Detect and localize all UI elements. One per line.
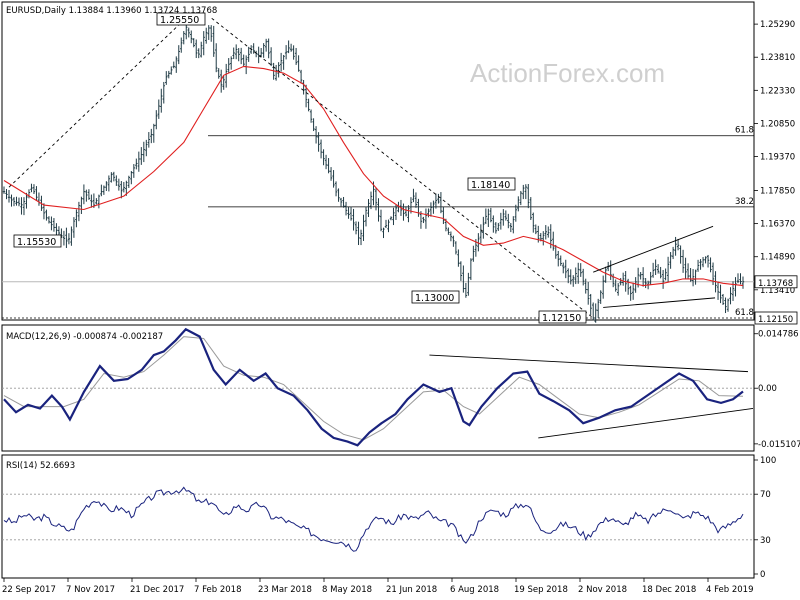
macd-y-tick-label: 0.00 [758, 384, 777, 394]
x-axis-tick-label: 7 Feb 2018 [194, 585, 242, 595]
fib-label: 38.2 [735, 197, 754, 207]
macd-line [3, 327, 744, 447]
support-price-tag [754, 311, 798, 325]
macd-layer [2, 327, 754, 447]
x-axis-tick-label: 6 Aug 2018 [450, 585, 499, 595]
price-y-tick-label: 1.17850 [760, 187, 795, 197]
price-y-tick-label: 1.14890 [760, 253, 795, 263]
x-axis-tick-label: 18 Dec 2018 [642, 585, 696, 595]
price-trendline [211, 17, 594, 319]
price-layer: 61.8 38.2 61.8 1.25550 1.15530 1.13000 1.18140… [2, 12, 754, 324]
price-trendline [603, 297, 716, 308]
macd-y-tick-label: -0.015107 [758, 440, 800, 450]
rsi-y-tick-label: 100 [760, 456, 776, 466]
macd-title: MACD(12,26,9) -0.000874 -0.002187 [6, 332, 163, 342]
x-axis-tick-label: 19 Sep 2018 [514, 585, 568, 595]
fib-label: 61.8 [735, 126, 754, 136]
price-y-tick-label: 1.20850 [760, 119, 795, 129]
price-annotation-box [13, 234, 62, 248]
watermark: ActionForex.com [470, 58, 665, 88]
macd-trendline [538, 408, 754, 439]
price-panel-frame [1, 1, 755, 321]
current-price-tag [754, 275, 798, 289]
price-y-tick-label: 1.22330 [760, 86, 795, 96]
macd-trendline [429, 354, 749, 373]
moving-average-line [3, 65, 744, 287]
price-annotation-box [411, 290, 460, 304]
rsi-panel-frame [1, 454, 755, 579]
price-annotation-box [156, 12, 206, 26]
support-price-label: 1.12150 [758, 315, 793, 325]
x-axis-tick-label: 21 Jun 2018 [386, 585, 437, 595]
rsi-y-tick-label: 30 [760, 536, 771, 546]
rsi-line [3, 486, 744, 552]
price-annotation-label: 1.13000 [415, 293, 454, 304]
x-axis-tick-label: 7 Nov 2017 [66, 585, 115, 595]
rsi-y-tick-label: 0 [760, 570, 765, 580]
rsi-y-tick-label: 70 [760, 490, 771, 500]
price-annotation-box [538, 310, 587, 324]
price-y-tick-label: 1.16370 [760, 220, 795, 230]
x-axis-tick-label: 21 Dec 2017 [130, 585, 184, 595]
price-annotation-label: 1.12150 [542, 313, 581, 324]
price-y-tick-label: 1.13410 [760, 286, 795, 296]
x-axis-tick-label: 23 Mar 2018 [258, 585, 312, 595]
price-y-tick-label: 1.19370 [760, 153, 795, 163]
macd-signal-line [3, 336, 744, 441]
price-annotation-box [467, 177, 516, 191]
rsi-layer [2, 486, 754, 552]
macd-y-tick-label: 0.014786 [758, 330, 799, 340]
price-trendline [593, 225, 714, 273]
current-price-label: 1.13768 [758, 279, 793, 289]
x-axis-tick-label: 2 Nov 2018 [578, 585, 627, 595]
x-axis-tick-label: 8 May 2018 [322, 585, 372, 595]
price-annotation-label: 1.25550 [160, 15, 199, 26]
fib-label: 61.8 [735, 308, 754, 318]
price-header: EURUSD,Daily 1.13884 1.13960 1.13724 1.1… [6, 6, 217, 16]
x-axis-tick-label: 4 Feb 2019 [706, 585, 754, 595]
price-y-tick-label: 1.25290 [760, 20, 795, 30]
price-trendline [8, 17, 187, 188]
price-y-tick-label: 1.23810 [760, 53, 795, 63]
x-axis-tick-label: 22 Sep 2017 [2, 585, 56, 595]
price-annotation-label: 1.18140 [471, 180, 510, 191]
axis-layer: 1.25290 1.23810 1.22330 1.20850 1.19370 1.178… [2, 20, 800, 595]
rsi-title: RSI(14) 52.6693 [6, 461, 75, 471]
price-annotation-label: 1.15530 [17, 237, 56, 248]
